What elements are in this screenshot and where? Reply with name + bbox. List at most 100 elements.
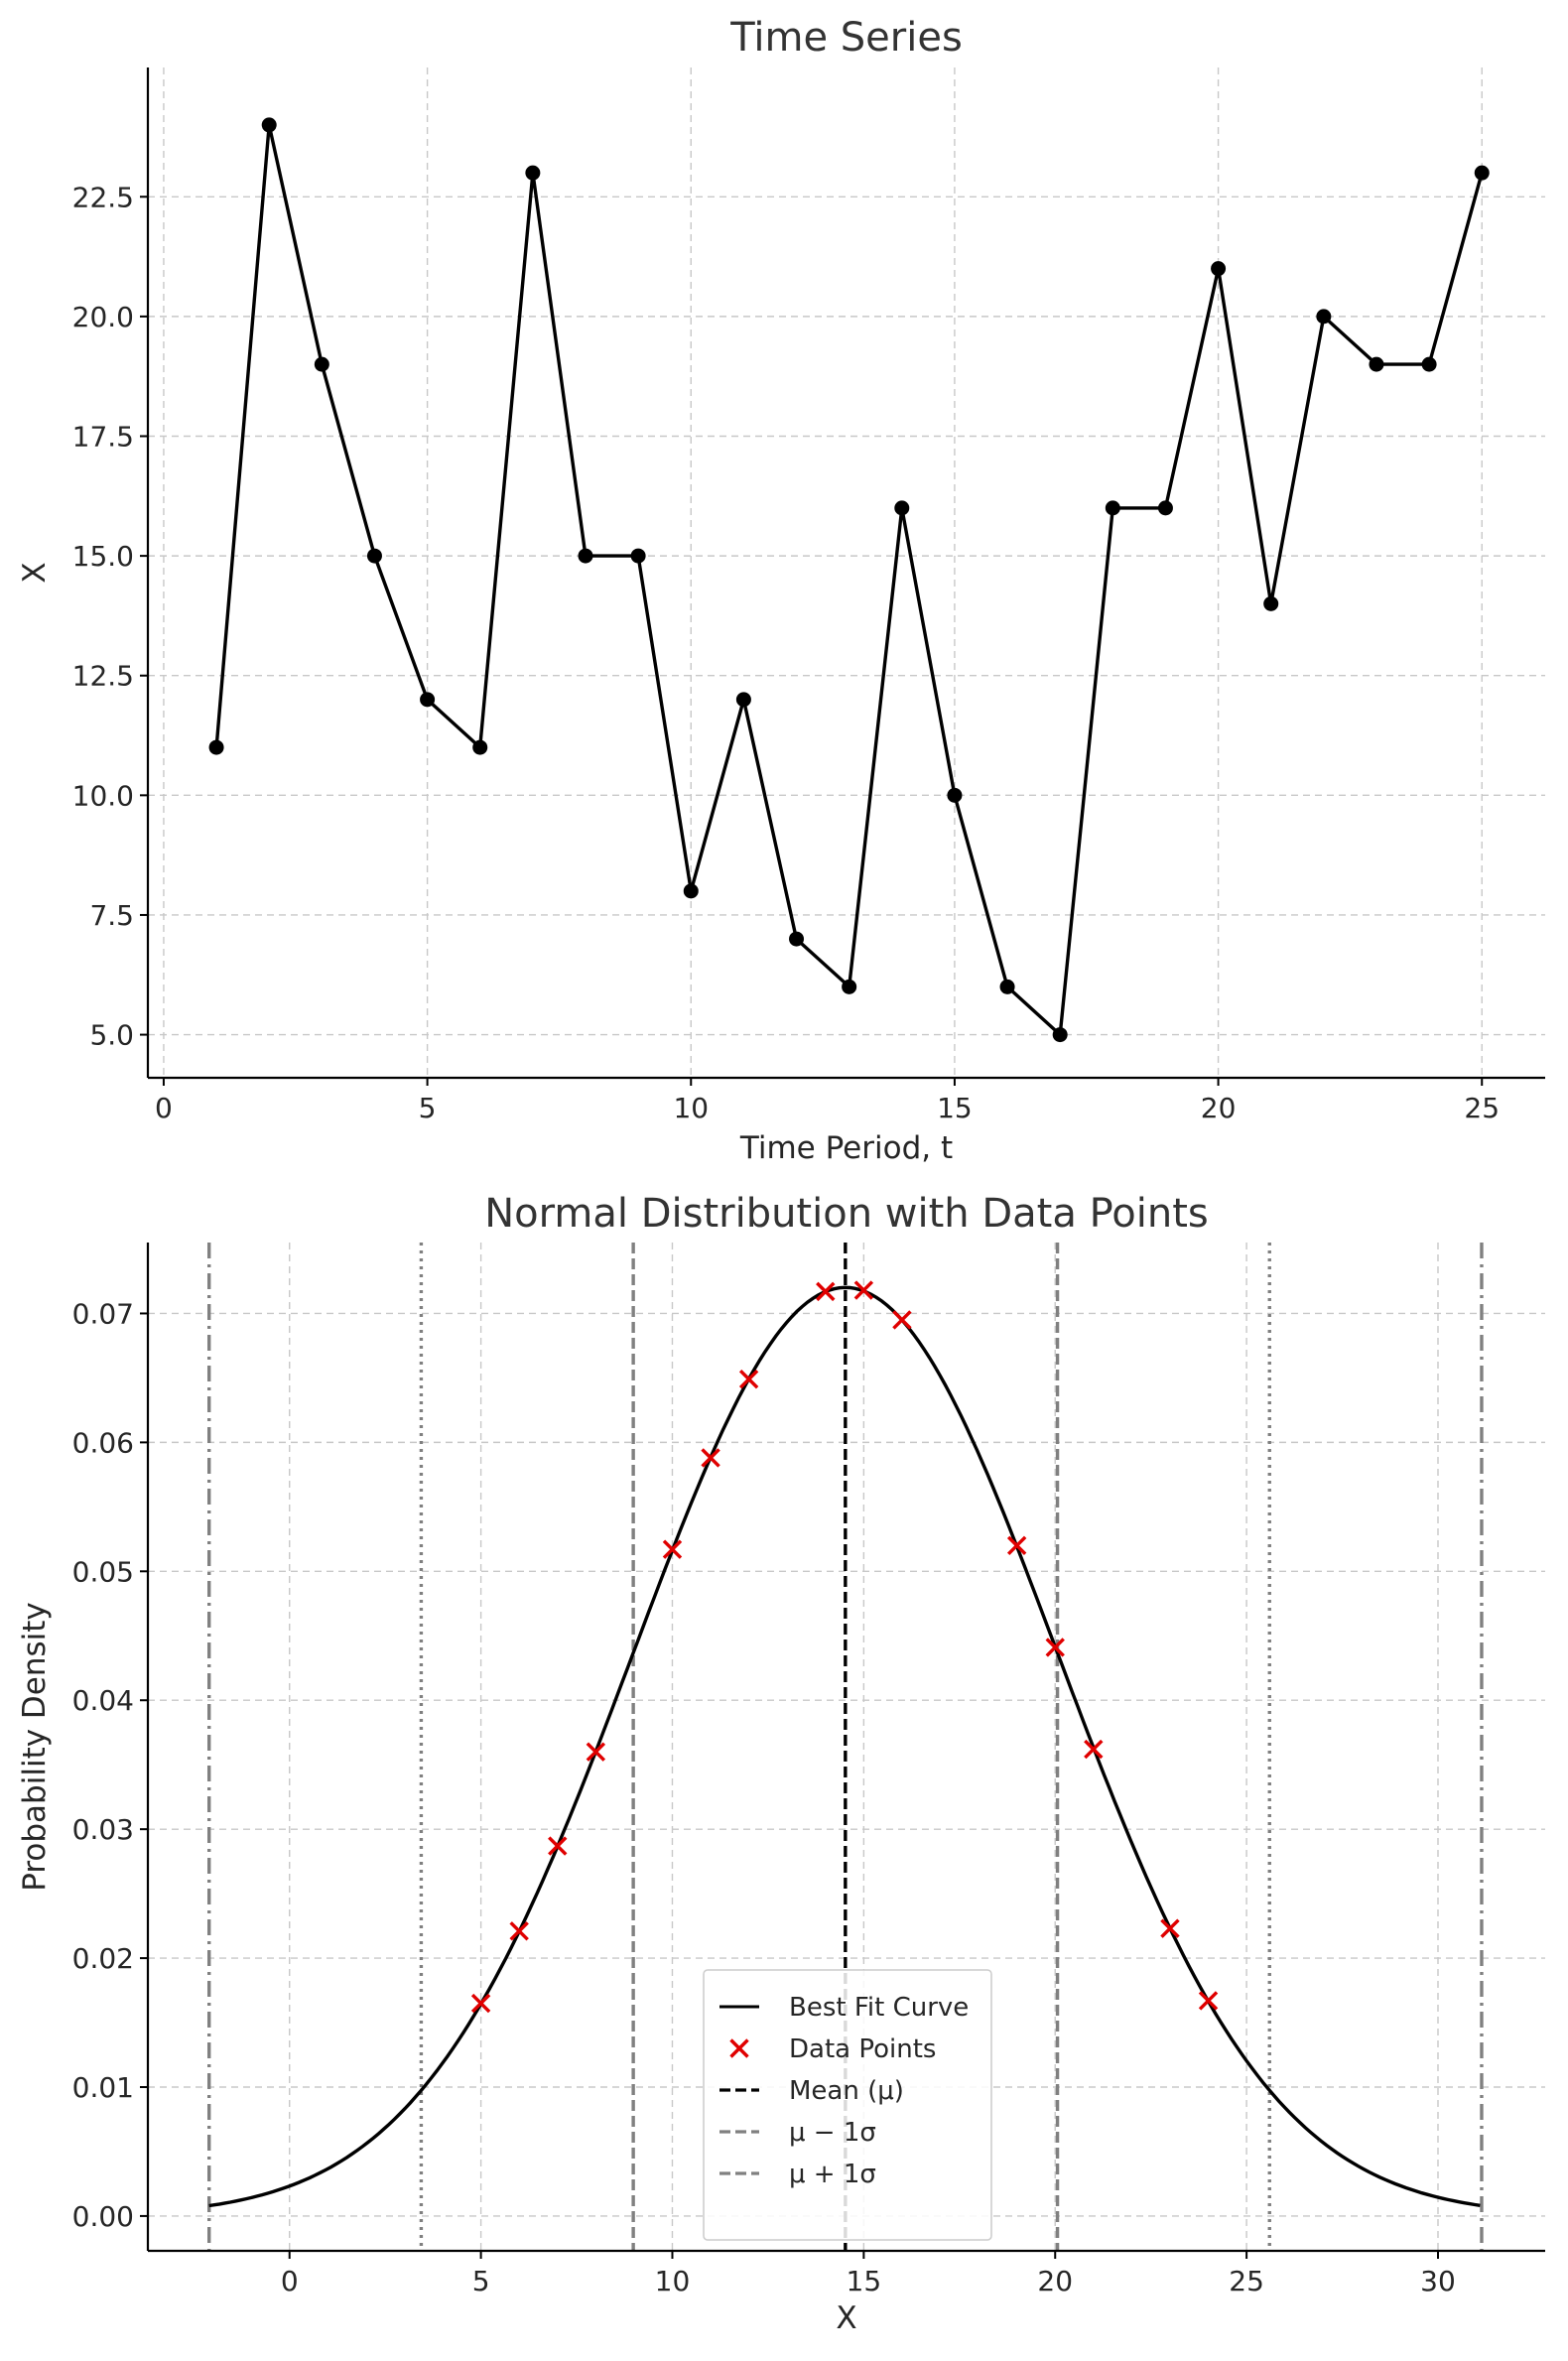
time-series-data xyxy=(208,117,1490,1043)
time-series-y-tick-label: 5.0 xyxy=(89,1019,134,1052)
time-series-line xyxy=(214,123,1484,1037)
time-series-grid xyxy=(148,67,1545,1078)
time-series-point xyxy=(1474,165,1490,181)
time-series-point xyxy=(1105,500,1120,516)
time-series-point xyxy=(366,548,382,564)
time-series-x-tick-label: 25 xyxy=(1464,1092,1500,1124)
normal-distribution-title: Normal Distribution with Data Points xyxy=(484,1191,1208,1237)
time-series-y-tick-label: 12.5 xyxy=(72,660,134,693)
normal-distribution-y-tick-label: 0.07 xyxy=(72,1297,134,1330)
time-series-axes: 0 5 10 15 20 25 5.0 7.5 10.0 12.5 15.0 17.5 20.0 22.5 xyxy=(72,67,1545,1124)
legend-frame xyxy=(703,1969,992,2241)
time-series-point xyxy=(525,165,541,181)
time-series-y-tick-label: 17.5 xyxy=(72,420,134,453)
legend-symbol-x-marker xyxy=(729,2038,749,2058)
data-point-marker xyxy=(1084,1739,1104,1760)
legend: Best Fit Curve Data Points Mean (μ) μ − … xyxy=(703,1969,992,2241)
time-series-point xyxy=(1369,356,1384,372)
normal-distribution-x-tick-label: 30 xyxy=(1420,2265,1456,2297)
normal-distribution-y-tick-label: 0.03 xyxy=(72,1813,134,1846)
normal-distribution-x-axis-label: X xyxy=(836,2300,856,2336)
data-point-marker xyxy=(892,1310,912,1330)
normal-distribution-chart: 0 5 10 15 20 25 30 0.00 0.01 0.02 0.03 0.04 0.05 0.06… xyxy=(17,1191,1545,2336)
legend-entry-data-points: Data Points xyxy=(729,2034,936,2064)
data-point-marker xyxy=(1198,1991,1219,2011)
time-series-point xyxy=(472,739,488,755)
legend-label: μ + 1σ xyxy=(789,2160,876,2189)
time-series-point xyxy=(999,979,1015,994)
data-point-marker xyxy=(548,1836,568,1856)
time-series-y-tick-label: 22.5 xyxy=(72,181,134,213)
time-series-x-tick-label: 20 xyxy=(1201,1092,1237,1124)
legend-entry-mu-minus-sigma: μ − 1σ xyxy=(719,2118,876,2148)
normal-distribution-axes: 0 5 10 15 20 25 30 0.00 0.01 0.02 0.03 0.04 0.05 0.06… xyxy=(72,1243,1545,2297)
data-point-marker xyxy=(470,1993,491,2014)
normal-distribution-grid xyxy=(148,1243,1545,2251)
normal-distribution-x-tick-label: 15 xyxy=(847,2265,882,2297)
normal-distribution-x-tick-label: 0 xyxy=(281,2265,299,2297)
time-series-point xyxy=(1157,500,1173,516)
time-series-x-tick-label: 15 xyxy=(937,1092,973,1124)
time-series-point xyxy=(1316,309,1332,325)
time-series-point xyxy=(261,117,277,133)
legend-label: Data Points xyxy=(789,2034,936,2064)
time-series-point xyxy=(630,548,646,564)
time-series-point xyxy=(842,979,857,994)
legend-label: Best Fit Curve xyxy=(789,1993,969,2023)
data-point-marker xyxy=(1045,1638,1065,1657)
time-series-point xyxy=(314,356,329,372)
time-series-point xyxy=(735,692,751,708)
legend-label: Mean (μ) xyxy=(789,2076,904,2106)
data-point-marker xyxy=(701,1448,720,1468)
legend-entry-mean: Mean (μ) xyxy=(719,2076,904,2106)
data-point-marker xyxy=(1160,1918,1180,1938)
time-series-x-axis-label: Time Period, t xyxy=(739,1130,953,1166)
time-series-x-tick-label: 5 xyxy=(419,1092,437,1124)
normal-distribution-reference-lines xyxy=(207,1243,1484,2251)
normal-distribution-y-tick-label: 0.05 xyxy=(72,1555,134,1588)
normal-distribution-y-tick-label: 0.06 xyxy=(72,1426,134,1459)
normal-distribution-y-tick-label: 0.01 xyxy=(72,2071,134,2104)
data-point-marker xyxy=(853,1280,874,1300)
time-series-point xyxy=(947,787,963,803)
time-series-point xyxy=(578,548,593,564)
normal-distribution-y-tick-label: 0.00 xyxy=(72,2200,134,2233)
normal-distribution-y-tick-label: 0.04 xyxy=(72,1684,134,1717)
data-point-marker xyxy=(1006,1535,1027,1556)
best-fit-curve xyxy=(208,1285,1481,2208)
normal-distribution-y-tick-label: 0.02 xyxy=(72,1942,134,1975)
legend-label: μ − 1σ xyxy=(789,2118,876,2148)
time-series-y-tick-label: 15.0 xyxy=(72,540,134,573)
time-series-point xyxy=(1421,356,1437,372)
time-series-x-tick-label: 10 xyxy=(673,1092,709,1124)
normal-distribution-x-tick-label: 10 xyxy=(655,2265,691,2297)
time-series-point xyxy=(1211,261,1227,277)
normal-distribution-data xyxy=(208,1280,1481,2208)
normal-distribution-x-tick-label: 25 xyxy=(1229,2265,1264,2297)
time-series-point xyxy=(208,739,224,755)
data-point-marker xyxy=(738,1370,759,1389)
time-series-title: Time Series xyxy=(729,15,963,61)
time-series-y-tick-label: 7.5 xyxy=(89,899,134,932)
normal-distribution-y-axis-label: Probability Density xyxy=(17,1602,53,1892)
time-series-point xyxy=(1263,595,1279,611)
normal-distribution-x-tick-label: 5 xyxy=(472,2265,490,2297)
time-series-point xyxy=(1052,1027,1068,1043)
time-series-point xyxy=(420,692,436,708)
data-point-marker xyxy=(509,1921,529,1941)
time-series-y-tick-label: 20.0 xyxy=(72,301,134,333)
time-series-y-tick-label: 10.0 xyxy=(72,779,134,812)
time-series-point xyxy=(789,931,805,947)
normal-distribution-x-tick-label: 20 xyxy=(1037,2265,1073,2297)
time-series-point xyxy=(683,883,699,899)
data-point-marker xyxy=(662,1539,683,1559)
time-series-x-tick-label: 0 xyxy=(155,1092,173,1124)
legend-entry-mu-plus-sigma: μ + 1σ xyxy=(719,2160,876,2189)
time-series-y-axis-label: X xyxy=(17,562,53,583)
time-series-chart: 0 5 10 15 20 25 5.0 7.5 10.0 12.5 15.0 17.5 20.0 22.5… xyxy=(17,15,1545,1166)
time-series-point xyxy=(894,500,910,516)
data-point-marker xyxy=(586,1742,606,1762)
data-point-marker xyxy=(816,1281,836,1302)
legend-entry-best-fit-curve: Best Fit Curve xyxy=(719,1993,969,2023)
